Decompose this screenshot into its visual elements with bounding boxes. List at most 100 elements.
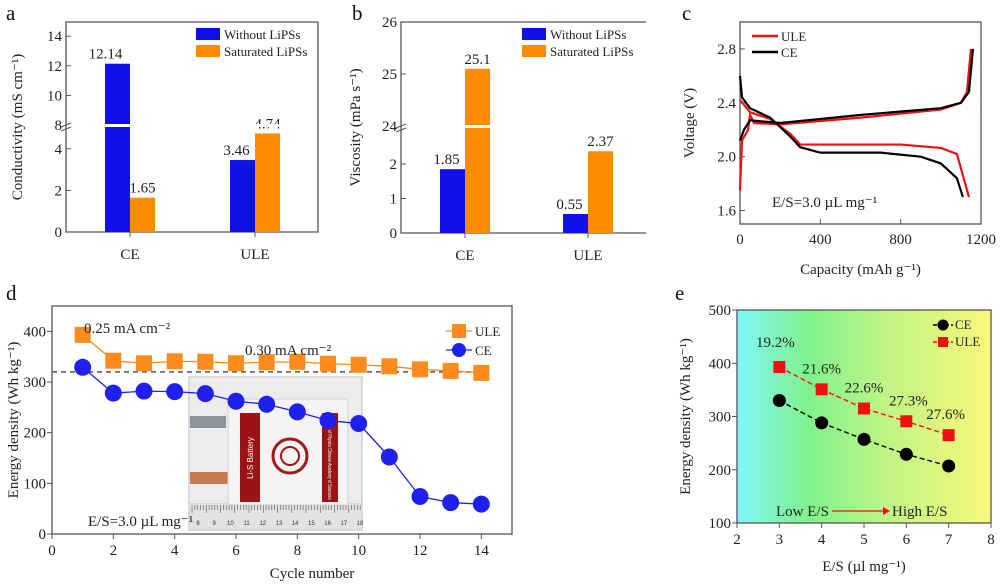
annotation-low-es: Low E/S <box>776 504 829 520</box>
x-tick-label: 6 <box>903 532 911 548</box>
legend-label: Saturated LiPSs <box>224 44 307 59</box>
x-tick-label: 8 <box>294 543 302 559</box>
x-tick-label: 12 <box>413 543 428 559</box>
ce-marker <box>899 447 913 461</box>
legend-swatch <box>522 28 546 40</box>
ce-marker <box>942 459 956 473</box>
ule-marker <box>381 358 398 375</box>
institute-logo-inner <box>280 446 300 466</box>
bar-saturated-lipss <box>130 197 155 232</box>
discharge-curve-ule <box>739 99 971 198</box>
percent-label: 27.6% <box>926 407 965 423</box>
plot-frame <box>739 21 982 225</box>
y-tick-label: 300 <box>709 410 732 426</box>
panel-label-e: e <box>675 281 684 305</box>
plot-frame <box>400 21 646 234</box>
annotation-current-1: 0.25 mA cm⁻² <box>84 321 171 337</box>
ce-marker <box>74 358 92 376</box>
ce-marker <box>227 392 245 410</box>
axis-break-gap <box>67 124 317 127</box>
x-tick-label: 2 <box>110 543 118 559</box>
y-tick-label: 25 <box>382 67 397 83</box>
ce-marker <box>411 488 429 506</box>
y-axis-title: Energy density (Wh kg⁻¹) <box>678 338 694 495</box>
y-tick-label: 1.6 <box>717 204 736 220</box>
legend-swatch <box>196 28 220 40</box>
y-tick-label: 2.4 <box>717 96 736 112</box>
bar-without-lipss <box>105 63 130 233</box>
annotation: E/S=3.0 µL mg⁻¹ <box>772 195 877 211</box>
ule-marker <box>105 352 122 369</box>
bar-saturated-lipss <box>465 68 490 233</box>
series-line-ce <box>779 399 949 467</box>
y-tick-label: 400 <box>24 324 47 340</box>
y-tick-label: 300 <box>24 375 47 391</box>
charge-curve-ce <box>738 48 975 141</box>
bar-saturated-lipss <box>255 133 280 232</box>
panel-label-d: d <box>6 281 17 305</box>
y-tick-label: 4 <box>55 142 63 158</box>
data-label: 1.65 <box>129 181 155 197</box>
copper-tab <box>190 472 228 484</box>
bar-without-lipss <box>563 214 588 233</box>
ule-marker <box>773 360 786 373</box>
legend-label: CE <box>955 317 972 332</box>
ce-marker <box>350 415 368 433</box>
x-tick-label: 5 <box>860 532 868 548</box>
bar-without-lipss <box>440 169 465 233</box>
charge-curve-ule <box>738 48 973 191</box>
legend-label: Without LiPSs <box>224 27 300 42</box>
y-tick-label: 400 <box>709 356 732 372</box>
y-tick-label: 26 <box>382 15 398 31</box>
ce-marker <box>196 385 214 403</box>
x-tick-label: 7 <box>945 532 953 548</box>
ule-marker <box>412 361 428 378</box>
ule-marker <box>258 354 275 371</box>
legend-swatch <box>522 45 546 57</box>
ce-marker <box>472 495 490 513</box>
axis-break-gap <box>402 125 645 128</box>
y-tick-label: 500 <box>709 303 732 319</box>
ruler-label: 9 <box>213 521 217 527</box>
y-tick-label: 2 <box>55 183 63 199</box>
institute-logo <box>271 437 309 475</box>
x-tick-label: 0 <box>48 543 56 559</box>
y-tick-label: 24 <box>382 119 398 135</box>
gradient-background <box>737 310 991 523</box>
ule-marker <box>197 353 214 370</box>
y-axis-title: Voltage (V) <box>682 88 698 158</box>
panel-label-b: b <box>352 1 363 25</box>
ruler-label: 18 <box>357 521 364 527</box>
x-tick-label: 800 <box>889 232 912 248</box>
y-axis-title: Viscosity (mPa s⁻¹) <box>348 68 364 186</box>
data-label: 25.1 <box>464 52 490 68</box>
ruler-label: 11 <box>243 521 250 527</box>
ce-marker <box>319 412 337 430</box>
ule-marker <box>442 362 459 379</box>
ule-marker <box>473 364 490 381</box>
discharge-curve-ce <box>738 75 964 198</box>
annotation-current-2: 0.30 mA cm⁻² <box>245 343 332 359</box>
ruler-label: 16 <box>324 521 331 527</box>
nickel-tab <box>190 416 226 428</box>
y-tick-label: 12 <box>47 59 62 75</box>
annotation-es: E/S=3.0 µL mg⁻¹ <box>88 514 193 530</box>
y-tick-label: 14 <box>47 29 63 45</box>
ule-marker <box>900 415 913 428</box>
y-tick-label: 0 <box>55 225 63 241</box>
y-tick-label: 0 <box>390 226 398 242</box>
percent-label: 22.6% <box>845 381 884 397</box>
inset-label: Li-S Battery <box>246 437 255 479</box>
y-tick-label: 2.8 <box>717 42 736 58</box>
data-label: 2.37 <box>587 134 614 150</box>
y-tick-label: 100 <box>709 516 732 532</box>
legend-marker <box>938 337 948 347</box>
panel-label-c: c <box>682 1 691 25</box>
legend-label: ULE <box>781 29 806 44</box>
legend-marker <box>452 343 466 357</box>
ce-marker <box>166 383 184 401</box>
ruler-label: 13 <box>276 521 283 527</box>
side-strip <box>322 413 338 502</box>
x-tick-label: 4 <box>818 532 826 548</box>
y-tick-label: 0 <box>39 527 47 543</box>
